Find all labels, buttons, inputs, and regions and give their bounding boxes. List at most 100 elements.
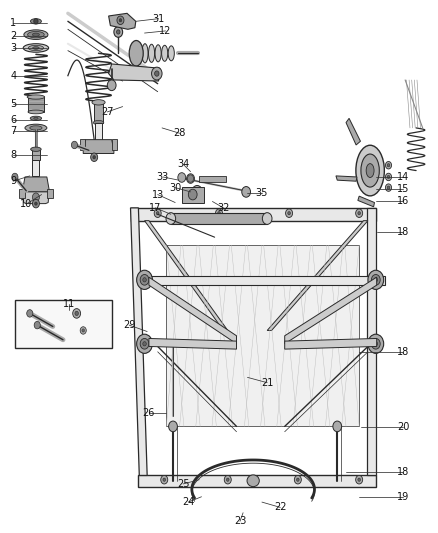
Circle shape xyxy=(91,153,98,161)
Circle shape xyxy=(80,327,86,334)
Text: 26: 26 xyxy=(143,408,155,418)
Circle shape xyxy=(195,189,199,195)
Circle shape xyxy=(178,173,186,182)
Text: 25: 25 xyxy=(177,479,189,489)
Circle shape xyxy=(385,161,392,169)
Circle shape xyxy=(12,173,18,181)
Circle shape xyxy=(32,193,39,201)
Polygon shape xyxy=(267,221,368,330)
Ellipse shape xyxy=(187,174,194,183)
Circle shape xyxy=(224,475,231,484)
Ellipse shape xyxy=(25,124,47,132)
Circle shape xyxy=(34,321,40,329)
Text: 33: 33 xyxy=(157,172,169,182)
Text: 22: 22 xyxy=(274,503,286,512)
Text: 19: 19 xyxy=(397,492,409,502)
Ellipse shape xyxy=(166,213,176,224)
Circle shape xyxy=(242,187,251,197)
Text: 23: 23 xyxy=(234,516,246,526)
Text: 30: 30 xyxy=(169,183,181,192)
Text: 13: 13 xyxy=(152,190,164,199)
Circle shape xyxy=(385,184,392,191)
Bar xyxy=(138,475,376,487)
Circle shape xyxy=(169,421,177,432)
Circle shape xyxy=(152,67,162,80)
Circle shape xyxy=(385,173,392,181)
Ellipse shape xyxy=(28,31,44,38)
Circle shape xyxy=(368,334,384,353)
Polygon shape xyxy=(131,208,147,475)
Circle shape xyxy=(34,19,38,24)
Circle shape xyxy=(82,329,85,332)
Ellipse shape xyxy=(30,126,42,130)
Circle shape xyxy=(71,141,78,149)
Bar xyxy=(80,139,85,150)
Text: 29: 29 xyxy=(123,320,135,330)
Circle shape xyxy=(119,19,122,22)
Text: 15: 15 xyxy=(397,184,409,194)
Text: 11: 11 xyxy=(63,299,75,309)
Polygon shape xyxy=(145,221,228,330)
Ellipse shape xyxy=(142,44,148,63)
Text: 7: 7 xyxy=(10,126,16,135)
Text: 8: 8 xyxy=(10,150,16,159)
Polygon shape xyxy=(149,277,237,344)
Circle shape xyxy=(161,475,168,484)
Ellipse shape xyxy=(129,41,143,66)
Text: 3: 3 xyxy=(10,43,16,53)
Polygon shape xyxy=(23,192,49,204)
Text: 16: 16 xyxy=(397,197,409,206)
Polygon shape xyxy=(109,13,136,29)
Text: 21: 21 xyxy=(261,378,273,387)
Circle shape xyxy=(374,342,378,346)
Circle shape xyxy=(188,189,197,200)
Text: 5: 5 xyxy=(10,99,16,109)
Circle shape xyxy=(371,338,380,349)
Text: 1: 1 xyxy=(10,19,16,28)
Polygon shape xyxy=(358,196,374,207)
Text: 14: 14 xyxy=(397,172,409,182)
Circle shape xyxy=(358,478,360,481)
Ellipse shape xyxy=(155,45,161,62)
Bar xyxy=(199,176,226,182)
Ellipse shape xyxy=(28,110,44,114)
Bar xyxy=(131,208,376,221)
Circle shape xyxy=(387,164,390,167)
Ellipse shape xyxy=(168,46,174,61)
Text: 24: 24 xyxy=(182,497,194,507)
Circle shape xyxy=(93,156,95,159)
Circle shape xyxy=(226,478,229,481)
Ellipse shape xyxy=(262,213,272,224)
Bar xyxy=(32,149,40,160)
Circle shape xyxy=(356,475,363,484)
Polygon shape xyxy=(367,208,376,475)
Ellipse shape xyxy=(34,117,38,119)
Circle shape xyxy=(143,342,146,346)
Ellipse shape xyxy=(31,19,41,24)
Text: 20: 20 xyxy=(397,423,409,432)
Ellipse shape xyxy=(28,45,44,51)
Ellipse shape xyxy=(31,147,41,151)
Text: 34: 34 xyxy=(177,159,189,169)
Text: 12: 12 xyxy=(159,26,172,36)
Circle shape xyxy=(387,186,390,189)
Circle shape xyxy=(73,309,81,318)
Circle shape xyxy=(218,212,220,215)
Bar xyxy=(95,123,102,140)
Circle shape xyxy=(155,71,159,76)
Bar xyxy=(32,160,39,176)
Circle shape xyxy=(368,270,384,289)
Circle shape xyxy=(117,30,120,34)
Circle shape xyxy=(163,478,166,481)
Ellipse shape xyxy=(148,44,155,62)
Text: 28: 28 xyxy=(173,128,186,138)
Polygon shape xyxy=(346,118,360,145)
Circle shape xyxy=(333,421,342,432)
Ellipse shape xyxy=(356,145,385,196)
Circle shape xyxy=(294,475,301,484)
Circle shape xyxy=(32,199,39,208)
Circle shape xyxy=(143,278,146,282)
Circle shape xyxy=(358,212,360,215)
Circle shape xyxy=(35,202,37,205)
Circle shape xyxy=(192,185,202,198)
